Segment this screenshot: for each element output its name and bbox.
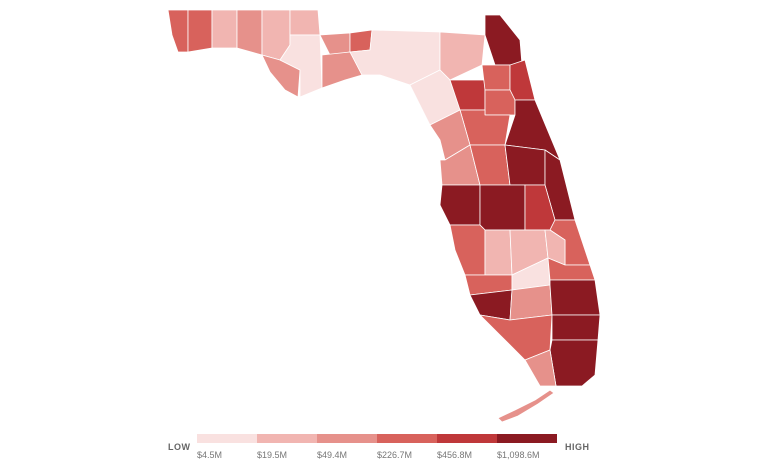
county — [544, 229, 566, 266]
county — [469, 289, 513, 321]
county — [236, 9, 263, 56]
county — [319, 32, 351, 56]
county — [481, 64, 511, 91]
county — [439, 184, 481, 226]
legend-label: $226.7M — [377, 450, 412, 460]
county — [497, 389, 555, 423]
county — [349, 29, 373, 53]
legend-swatch — [377, 434, 437, 443]
legend-label: $49.4M — [317, 450, 347, 460]
legend-low: LOW — [168, 442, 191, 452]
county — [279, 34, 323, 98]
county — [439, 31, 486, 81]
legend-swatch — [497, 434, 557, 443]
legend-label: $19.5M — [257, 450, 287, 460]
county — [479, 184, 526, 231]
legend-swatch — [257, 434, 317, 443]
legend-label: $4.5M — [197, 450, 222, 460]
county — [509, 59, 536, 101]
county — [321, 51, 363, 89]
county — [549, 279, 601, 316]
legend-label: $1,098.6M — [497, 450, 540, 460]
county — [289, 9, 321, 36]
legend-label: $456.8M — [437, 450, 472, 460]
county — [484, 229, 513, 276]
legend: LOW HIGH $4.5M $19.5M $49.4M $226.7M $456.8M… — [168, 434, 590, 460]
county — [211, 9, 238, 49]
county — [187, 9, 213, 53]
legend-swatch — [437, 434, 497, 443]
county — [509, 284, 553, 321]
county — [484, 89, 516, 116]
county — [549, 339, 599, 387]
legend-swatch — [197, 434, 257, 443]
county — [484, 14, 523, 66]
legend-high: HIGH — [565, 442, 590, 452]
counties — [167, 9, 601, 423]
legend-swatch — [317, 434, 377, 443]
county — [167, 9, 189, 53]
county — [504, 144, 546, 186]
county — [449, 224, 486, 276]
county — [524, 349, 557, 387]
county — [551, 314, 601, 341]
